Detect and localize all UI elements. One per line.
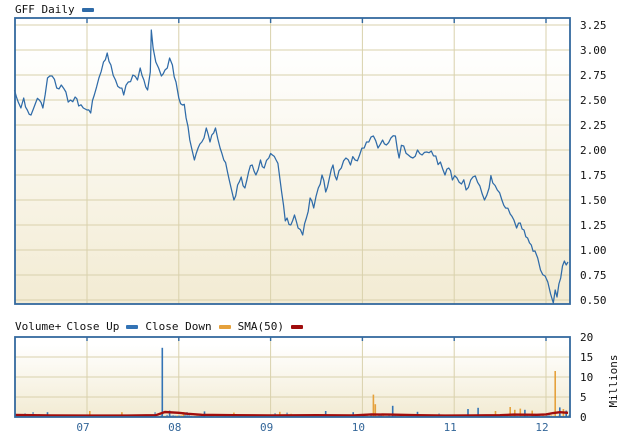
volume-bar [196,414,198,417]
price-series-line [13,29,569,304]
price-axis-tick-label: 3.25 [580,19,607,32]
price-axis-right: 3.25 3.00 2.75 2.50 2.25 2.00 1.75 1.50 1.25 1.00… [580,19,607,307]
volume-spike-bar [182,412,185,417]
volume-pane-frame [14,336,571,418]
price-axis-tick-label: 2.00 [580,144,607,157]
volume-pane [14,336,571,418]
volume-spike-bar [89,411,91,417]
price-axis-tick-label: 2.50 [580,94,607,107]
price-axis-tick-label: 0.50 [580,294,607,307]
volume-bar [512,414,514,417]
year-label: 08 [168,421,181,434]
price-legend: GFF Daily [15,3,96,16]
volume-bar [568,415,570,417]
volume-sma50-line [14,410,569,417]
price-axis-tick-label: 2.75 [580,69,607,82]
price-pane [13,17,571,305]
year-label: 09 [260,421,273,434]
x-axis-year-labels: 07 08 09 10 11 12 [76,421,548,434]
volume-spike-bar [524,409,526,417]
year-label: 12 [535,421,548,434]
volume-legend-close-up-label: Close Up [66,320,120,333]
volume-spike-bar [391,405,394,417]
volume-axis-right: 20 15 10 5 0 [580,331,593,424]
volume-bar [380,414,382,417]
volume-bar [180,415,182,417]
volume-spike-bar [477,407,479,417]
volume-bar [542,414,544,417]
volume-spike-bar [509,407,511,417]
year-label: 10 [352,421,365,434]
volume-axis-tick-label: 15 [580,351,593,364]
price-axis-tick-label: 1.00 [580,244,607,257]
volume-bar [550,414,552,417]
volume-spike-bar [494,411,497,417]
volume-axis-tick-label: 5 [580,391,587,404]
sma-swatch [290,324,303,329]
volume-legend-close-down-label: Close Down [145,320,212,333]
volume-axis-tick-label: 20 [580,331,593,344]
price-axis-tick-label: 1.25 [580,219,607,232]
volume-legend-volume-label: Volume+ [15,320,62,333]
volume-bar [184,413,186,417]
price-pane-frame [14,17,571,305]
volume-spike-bar [514,409,516,417]
price-axis-tick-label: 0.75 [580,269,607,282]
volume-legend: Volume+ Close Up Close Down SMA(50) [15,320,305,333]
volume-spike-bar [374,404,377,417]
close-down-swatch [218,324,231,329]
volume-spike-bar [324,411,327,417]
year-label: 11 [444,421,457,434]
volume-spike-bar [519,408,522,417]
price-legend-label: GFF Daily [15,3,75,16]
year-label: 07 [76,421,89,434]
volume-spike-bar [161,347,164,417]
price-axis-tick-label: 2.25 [580,119,607,132]
price-pane-background [15,18,570,304]
volume-legend-sma-label: SMA(50) [237,320,284,333]
price-axis-tick-label: 3.00 [580,44,607,57]
millions-axis-label: Millions [607,355,620,408]
volume-bar [188,415,190,417]
price-line-swatch [81,7,94,12]
volume-bar [166,414,168,417]
volume-spike-bar [554,371,556,417]
close-up-swatch [126,324,139,329]
volume-axis-tick-label: 10 [580,371,593,384]
volume-spike-bar [372,394,375,417]
volume-spike-bar [467,409,469,417]
price-axis-tick-label: 1.50 [580,194,607,207]
volume-spike-bar [168,410,171,417]
price-axis-tick-label: 1.75 [580,169,607,182]
volume-axis-tick-label: 0 [580,411,587,424]
volume-bar [172,415,174,417]
